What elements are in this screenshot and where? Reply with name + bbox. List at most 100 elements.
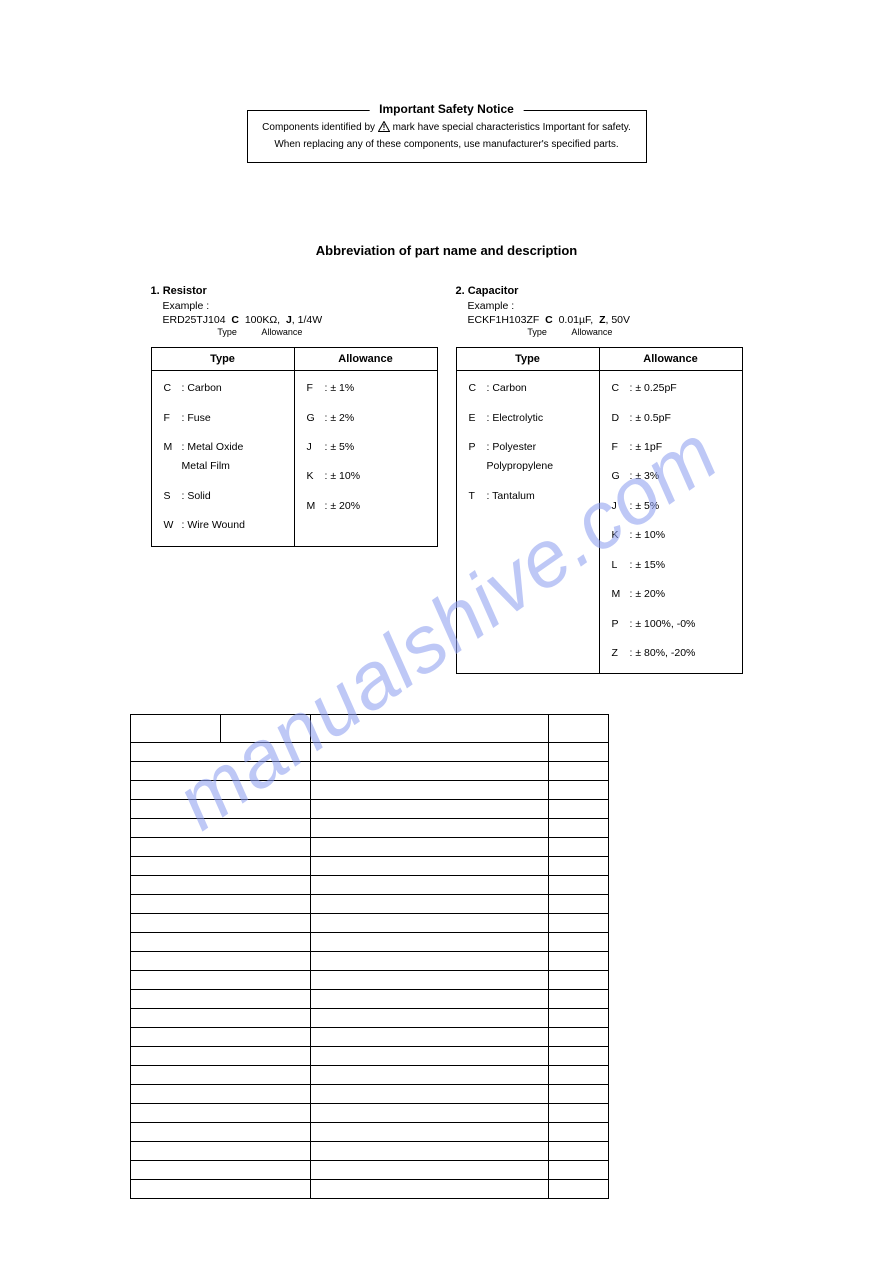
- grid-cell: [311, 876, 549, 895]
- grid-cell: [131, 1123, 311, 1142]
- capacitor-sub-allow: Allowance: [571, 327, 612, 337]
- resistor-sub-allow: Allowance: [261, 327, 302, 337]
- resistor-example-label: Example :: [163, 299, 438, 313]
- grid-cell: [311, 1161, 549, 1180]
- code-key: K: [307, 467, 325, 486]
- code-value: : ± 1%: [325, 379, 427, 398]
- grid-cell: [311, 781, 549, 800]
- code-value: : Carbon: [487, 379, 589, 398]
- code-key: L: [612, 556, 630, 575]
- code-key: J: [612, 497, 630, 516]
- grid-cell: [549, 800, 609, 819]
- code-value: : ± 0.25pF: [630, 379, 732, 398]
- code-value: : ± 10%: [325, 467, 427, 486]
- grid-header-cell: [131, 715, 221, 743]
- code-key: P: [612, 615, 630, 634]
- grid-cell: [311, 895, 549, 914]
- grid-cell: [131, 876, 311, 895]
- grid-cell: [311, 800, 549, 819]
- grid-cell: [311, 971, 549, 990]
- capacitor-table: Type Allowance C: CarbonE: ElectrolyticP…: [456, 347, 743, 674]
- grid-cell: [311, 1066, 549, 1085]
- grid-cell: [549, 1180, 609, 1199]
- code-key: F: [164, 409, 182, 428]
- grid-body-row: [131, 857, 609, 876]
- grid-cell: [131, 971, 311, 990]
- grid-cell: [311, 1085, 549, 1104]
- code-key: W: [164, 516, 182, 535]
- grid-cell: [549, 743, 609, 762]
- grid-cell: [311, 1047, 549, 1066]
- resistor-sublabels: Type Allowance: [163, 327, 438, 337]
- grid-cell: [549, 914, 609, 933]
- grid-cell: [131, 1180, 311, 1199]
- code-key: M: [612, 585, 630, 604]
- code-value: : ± 20%: [630, 585, 732, 604]
- grid-cell: [311, 1104, 549, 1123]
- grid-cell: [549, 876, 609, 895]
- code-value: : ± 100%, -0%: [630, 615, 732, 634]
- grid-cell: [131, 933, 311, 952]
- resistor-heading: 1. Resistor: [151, 285, 207, 297]
- grid-body-row: [131, 1142, 609, 1161]
- grid-cell: [131, 1161, 311, 1180]
- grid-cell: [131, 1047, 311, 1066]
- capacitor-code-b: C: [545, 314, 553, 326]
- grid-body-row: [131, 819, 609, 838]
- code-key: M: [164, 438, 182, 457]
- grid-cell: [131, 952, 311, 971]
- capacitor-types-cell: C: CarbonE: ElectrolyticP: Polyester Pol…: [456, 371, 599, 674]
- capacitor-example-label: Example :: [468, 299, 743, 313]
- bottom-grid-table: [130, 714, 609, 1199]
- grid-cell: [131, 857, 311, 876]
- resistor-code-a: ERD25TJ104: [163, 314, 226, 326]
- resistor-example-code: ERD25TJ104 C 100KΩ, J, 1/4W: [163, 313, 438, 327]
- code-value: : ± 0.5pF: [630, 409, 732, 428]
- grid-body-row: [131, 1085, 609, 1104]
- columns-wrap: 1. Resistor Example : ERD25TJ104 C 100KΩ…: [151, 284, 743, 674]
- code-value: : ± 1pF: [630, 438, 732, 457]
- grid-cell: [131, 762, 311, 781]
- grid-cell: [311, 914, 549, 933]
- capacitor-code-a: ECKF1H103ZF: [468, 314, 540, 326]
- capacitor-th-allow: Allowance: [599, 348, 742, 371]
- code-value: : ± 5%: [325, 438, 427, 457]
- code-value: : Metal Oxide: [182, 438, 284, 457]
- code-key: [164, 457, 182, 476]
- grid-cell: [549, 762, 609, 781]
- grid-cell: [131, 1104, 311, 1123]
- capacitor-heading: 2. Capacitor: [456, 285, 519, 297]
- grid-cell: [311, 1123, 549, 1142]
- grid-cell: [311, 1180, 549, 1199]
- safety-notice-body: Components identified by mark have speci…: [247, 110, 647, 163]
- grid-cell: [131, 1085, 311, 1104]
- capacitor-example-code: ECKF1H103ZF C 0.01µF, Z, 50V: [468, 313, 743, 327]
- grid-cell: [311, 762, 549, 781]
- resistor-code-e: , 1/4W: [292, 314, 322, 326]
- code-key: Z: [612, 644, 630, 663]
- grid-cell: [549, 895, 609, 914]
- grid-cell: [549, 781, 609, 800]
- grid-body-row: [131, 933, 609, 952]
- table-header-row: Type Allowance: [456, 348, 742, 371]
- code-key: J: [307, 438, 325, 457]
- grid-header-cell: [549, 715, 609, 743]
- grid-cell: [131, 819, 311, 838]
- grid-cell: [549, 1028, 609, 1047]
- code-key: K: [612, 526, 630, 545]
- grid-body-row: [131, 1028, 609, 1047]
- code-value: : Fuse: [182, 409, 284, 428]
- code-key: C: [164, 379, 182, 398]
- grid-header-cell: [311, 715, 549, 743]
- resistor-code-b: C: [231, 314, 239, 326]
- grid-body-row: [131, 1066, 609, 1085]
- grid-body-row: [131, 990, 609, 1009]
- grid-header-cell: [221, 715, 311, 743]
- grid-cell: [549, 1161, 609, 1180]
- grid-cell: [549, 971, 609, 990]
- grid-body-row: [131, 1009, 609, 1028]
- code-key: E: [469, 409, 487, 428]
- capacitor-code-c: 0.01µF,: [559, 314, 594, 326]
- grid-cell: [131, 1028, 311, 1047]
- code-key: C: [612, 379, 630, 398]
